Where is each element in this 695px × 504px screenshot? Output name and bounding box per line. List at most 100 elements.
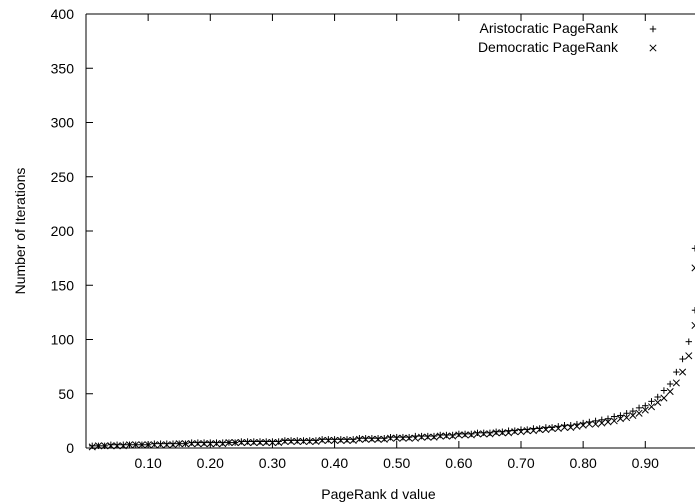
point-democratic — [287, 437, 295, 446]
cross-stroke-b — [244, 439, 252, 447]
cross-stroke-b — [150, 441, 158, 449]
point-democratic — [691, 264, 695, 272]
point-aristocratic — [163, 440, 170, 447]
point-democratic — [169, 441, 177, 449]
point-democratic — [604, 418, 612, 426]
plot-frame — [85, 13, 695, 449]
point-democratic — [281, 437, 289, 446]
point-democratic — [219, 440, 227, 448]
cross-stroke-b — [523, 427, 531, 435]
x-tick-label: 0.70 — [507, 455, 534, 471]
legend-marker-cross-icon — [649, 44, 657, 52]
point-aristocratic — [287, 437, 295, 444]
point-democratic — [467, 431, 475, 439]
point-democratic — [405, 434, 413, 442]
point-aristocratic — [418, 432, 425, 440]
point-democratic — [542, 426, 550, 434]
cross-stroke-b — [281, 437, 289, 446]
point-aristocratic — [200, 439, 208, 446]
point-aristocratic — [120, 441, 127, 448]
point-democratic — [138, 441, 146, 449]
point-aristocratic — [685, 338, 692, 345]
point-democratic — [132, 441, 140, 449]
point-democratic — [299, 437, 308, 446]
point-democratic — [480, 430, 488, 438]
point-aristocratic — [461, 430, 469, 438]
point-democratic — [548, 424, 556, 433]
cross-stroke-b — [660, 394, 668, 402]
point-democratic — [262, 439, 270, 447]
y-tick-label: 100 — [51, 332, 75, 348]
point-aristocratic — [281, 437, 289, 444]
legend-label-democratic: Democratic PageRank — [478, 39, 619, 55]
point-democratic — [94, 442, 102, 450]
point-democratic — [685, 352, 693, 360]
point-aristocratic — [362, 435, 369, 442]
cross-stroke-b — [212, 440, 221, 448]
point-democratic — [318, 436, 326, 444]
point-aristocratic — [89, 442, 96, 450]
point-aristocratic — [263, 438, 270, 445]
point-democratic — [529, 427, 537, 435]
point-aristocratic — [499, 428, 506, 435]
point-aristocratic — [635, 404, 643, 412]
cross-stroke-b — [324, 436, 332, 444]
y-tick-label: 0 — [66, 440, 74, 456]
point-democratic — [536, 426, 544, 434]
cross-stroke-b — [635, 409, 643, 417]
point-democratic — [629, 411, 637, 420]
point-democratic — [244, 439, 252, 447]
point-democratic — [200, 440, 208, 448]
point-aristocratic — [437, 431, 444, 439]
cross-stroke-b — [672, 379, 680, 387]
cross-stroke-b — [349, 436, 357, 444]
point-democratic — [660, 394, 668, 402]
cross-stroke-b — [418, 433, 426, 441]
point-democratic — [411, 434, 419, 442]
cross-stroke-b — [225, 439, 233, 447]
point-aristocratic — [312, 437, 320, 444]
x-tick-label: 0.10 — [135, 455, 162, 471]
cross-stroke-b — [250, 439, 258, 447]
cross-stroke-b — [641, 406, 649, 414]
point-democratic — [349, 436, 357, 444]
x-axis: 0.10 0.20 0.30 0.40 0.50 0.60 0.70 0.80 0.90 — [135, 14, 659, 471]
point-democratic — [679, 368, 687, 376]
point-democratic — [88, 443, 96, 451]
cross-stroke-b — [461, 431, 469, 439]
point-aristocratic — [381, 435, 388, 442]
point-democratic — [436, 432, 444, 440]
point-aristocratic — [480, 429, 487, 437]
point-democratic — [362, 435, 370, 443]
point-aristocratic — [666, 380, 674, 388]
cross-stroke-b — [666, 388, 674, 396]
cross-stroke-b — [691, 324, 695, 329]
cross-stroke-b — [449, 432, 457, 440]
point-democratic — [486, 430, 494, 438]
point-democratic — [374, 435, 382, 443]
point-democratic — [125, 441, 134, 449]
x-tick-label: 0.50 — [383, 455, 410, 471]
point-democratic — [337, 436, 345, 444]
point-democratic — [616, 415, 624, 423]
cross-stroke-b — [604, 418, 612, 426]
cross-stroke-b — [88, 443, 96, 451]
point-aristocratic — [306, 437, 313, 444]
point-aristocratic — [275, 438, 282, 445]
cross-stroke-a — [691, 321, 695, 327]
cross-stroke-b — [125, 441, 134, 449]
point-aristocratic — [157, 440, 164, 447]
plot-points — [88, 245, 695, 451]
cross-stroke-b — [610, 417, 618, 425]
point-democratic — [256, 439, 264, 447]
point-aristocratic — [673, 368, 680, 376]
point-democratic — [144, 441, 152, 449]
point-aristocratic — [331, 436, 338, 443]
cross-stroke-b — [424, 433, 432, 441]
point-aristocratic — [524, 426, 531, 433]
point-aristocratic — [325, 436, 332, 443]
point-democratic — [579, 421, 587, 429]
cross-stroke-b — [473, 430, 482, 438]
point-aristocratic — [536, 425, 543, 432]
y-tick-label: 150 — [51, 277, 75, 293]
